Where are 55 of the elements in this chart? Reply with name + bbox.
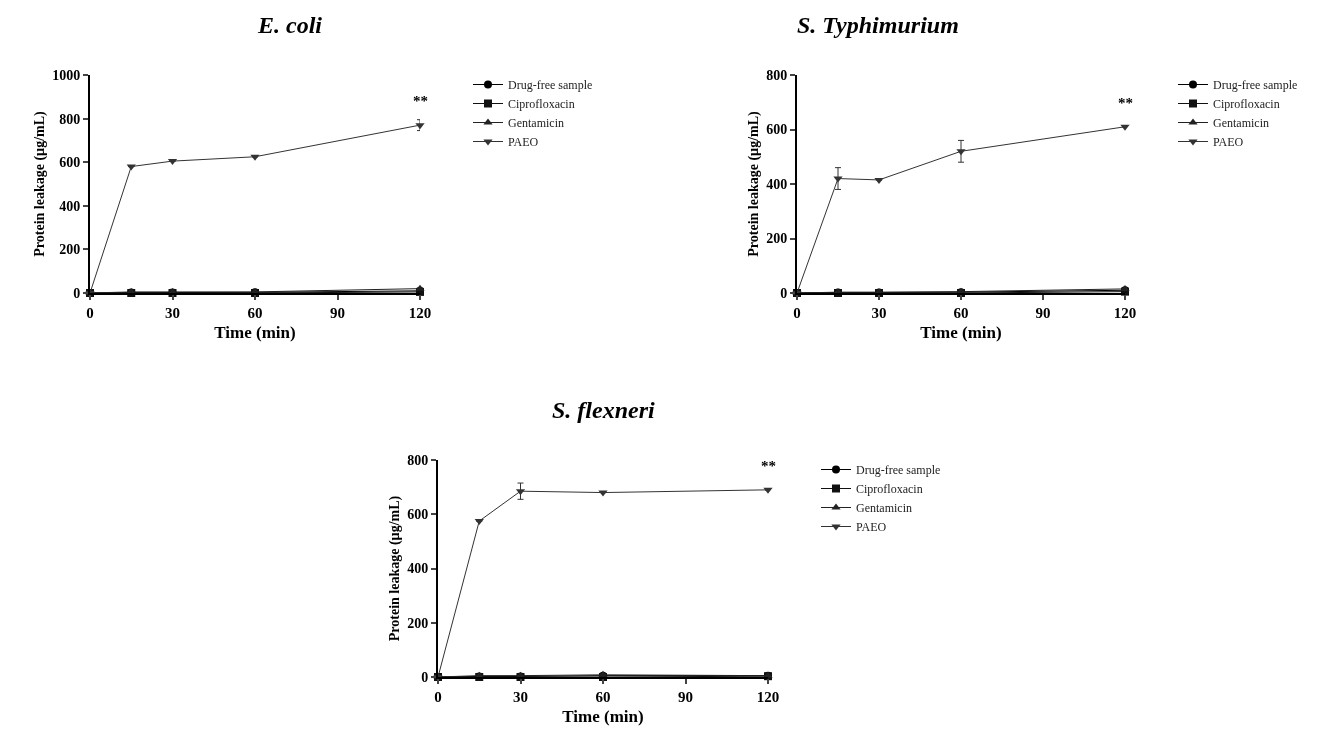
- legend-label: Drug-free sample: [856, 463, 941, 478]
- x-tick-label: 30: [871, 305, 887, 321]
- y-tick-label: 800: [59, 111, 81, 127]
- annotation: **: [413, 93, 428, 109]
- y-tick-label: 200: [766, 231, 788, 247]
- annotation: **: [761, 458, 776, 474]
- y-tick-label: 600: [407, 507, 429, 523]
- chart-title: S. flexneri: [552, 397, 655, 423]
- y-tick-label: 0: [73, 285, 81, 301]
- legend-label: Ciprofloxacin: [508, 97, 575, 112]
- legend-label: Ciprofloxacin: [1213, 97, 1280, 112]
- x-axis-title: Time (min): [562, 706, 644, 726]
- x-tick-label: 120: [1113, 305, 1137, 321]
- y-tick-label: 0: [780, 285, 788, 301]
- x-tick-label: 60: [953, 305, 969, 321]
- chart-title: E. coli: [257, 12, 323, 38]
- y-tick-label: 600: [766, 122, 788, 138]
- x-axis-title: Time (min): [920, 322, 1002, 342]
- y-tick-label: 800: [766, 67, 788, 83]
- legend-label: Gentamicin: [856, 501, 912, 516]
- x-tick-label: 0: [793, 305, 801, 321]
- legend-label: PAEO: [856, 520, 887, 535]
- x-tick-label: 90: [678, 689, 693, 705]
- x-tick-label: 30: [165, 305, 180, 321]
- x-tick-label: 90: [1035, 305, 1051, 321]
- y-axis-title: Protein leakage (µg/mL): [32, 110, 49, 257]
- x-tick-label: 0: [434, 689, 442, 705]
- legend-label: Gentamicin: [508, 116, 564, 131]
- x-axis-title: Time (min): [214, 322, 296, 342]
- legend-label: Ciprofloxacin: [856, 482, 923, 497]
- legend-label: Drug-free sample: [508, 78, 593, 93]
- x-tick-label: 120: [408, 305, 432, 321]
- legend-label: Gentamicin: [1213, 116, 1269, 131]
- y-tick-label: 600: [59, 155, 81, 171]
- y-tick-label: 400: [59, 198, 81, 214]
- annotation: **: [1118, 95, 1133, 111]
- y-tick-label: 800: [407, 452, 429, 468]
- x-tick-label: 0: [86, 305, 94, 321]
- y-tick-label: 0: [421, 669, 429, 685]
- x-tick-label: 90: [330, 305, 345, 321]
- x-tick-label: 60: [595, 689, 611, 705]
- y-axis-title: Protein leakage (µg/mL): [387, 495, 404, 642]
- chart-title: S. Typhimurium: [797, 12, 959, 38]
- y-tick-label: 200: [407, 615, 429, 631]
- y-axis-title: Protein leakage (µg/mL): [746, 110, 763, 257]
- legend-label: Drug-free sample: [1213, 78, 1298, 93]
- x-tick-label: 30: [513, 689, 528, 705]
- x-tick-label: 60: [247, 305, 263, 321]
- x-tick-label: 120: [756, 689, 780, 705]
- legend-label: PAEO: [508, 135, 539, 150]
- y-tick-label: 1000: [52, 67, 81, 83]
- y-tick-label: 400: [407, 561, 429, 577]
- legend-label: PAEO: [1213, 135, 1244, 150]
- y-tick-label: 400: [766, 176, 788, 192]
- y-tick-label: 200: [59, 242, 81, 258]
